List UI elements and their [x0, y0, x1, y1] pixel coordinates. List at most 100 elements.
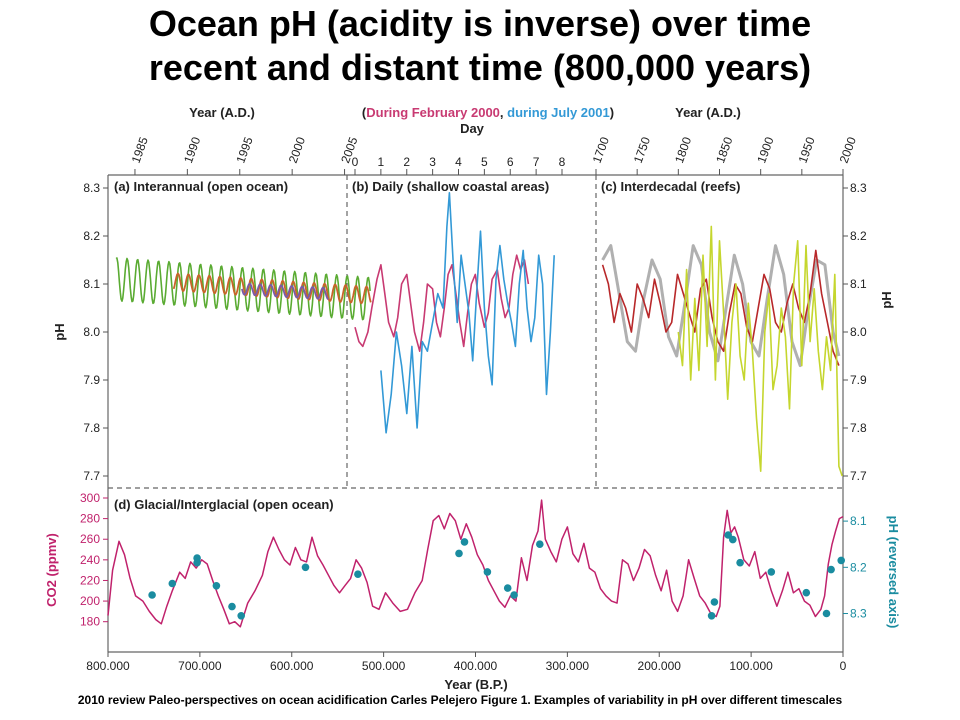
chart-marks: 8.3 8.2 8.1 8.0 7.9 7.8 7.7 8.3 8.2 8.1 8.0 7.9 7.8 7…: [80, 135, 867, 673]
frames: [107, 174, 844, 653]
panel-d-title: (d) Glacial/Interglacial (open ocean): [114, 497, 334, 512]
panel-b-xtick-label-3: 3: [429, 155, 436, 169]
right-ylabel-ph: pH: [879, 291, 894, 308]
panel-d-xtick-label-1: 700.000: [178, 659, 222, 673]
ytick-label-left-3: 8.0: [83, 325, 100, 339]
ph-point-8: [354, 570, 362, 578]
panel-b-xtick-label-0: 0: [352, 155, 359, 169]
panel-a-xtick-label-0: 1985: [129, 135, 151, 165]
panel-d-xtick-label-8: 0: [840, 659, 847, 673]
ytick-label-left-2: 8.1: [83, 277, 100, 291]
ytick-label-left-6: 7.7: [83, 469, 100, 483]
ytick-label-right-2: 8.1: [850, 277, 867, 291]
ytick-label-left-1: 8.2: [83, 229, 100, 243]
slide-title-line1: Ocean pH (acidity is inverse) over time: [148, 3, 812, 44]
ph-point-22: [822, 609, 831, 618]
ph-point-10: [460, 538, 469, 546]
panel-c-xtick-label-1: 1750: [631, 135, 653, 165]
panel-b-xtick-label-8: 8: [559, 155, 566, 169]
ph-reversed-ylabel: pH (reversed axis): [886, 516, 901, 629]
panel-a-xlabel: Year (A.D.): [189, 105, 255, 120]
panel-c-xlabel: Year (A.D.): [675, 105, 741, 120]
panel-b-title: (b) Daily (shallow coastal areas): [352, 179, 549, 194]
panel-b-series-0-line: [354, 254, 530, 353]
panel-c-xtick-label-3: 1850: [713, 135, 735, 165]
co2-ytick-label-0: 300: [80, 491, 100, 505]
subtitle-suffix: ): [610, 105, 614, 120]
panel-d-xtick-label-4: 400.000: [454, 659, 498, 673]
co2-ylabel: CO2 (ppmv): [44, 533, 59, 607]
panel-a-title: (a) Interannual (open ocean): [114, 179, 288, 194]
ph-point-15: [707, 612, 716, 620]
panel-b-xtick-label-4: 4: [455, 155, 462, 169]
subtitle-sep: ,: [500, 105, 507, 120]
co2-ytick-label-6: 180: [80, 615, 100, 629]
panel-a-xtick-label-1: 1990: [181, 135, 203, 165]
panel-a-xtick-label-2: 1995: [233, 135, 255, 165]
ph-point-14: [536, 540, 544, 548]
panel-d-xtick-label-0: 800.000: [86, 659, 130, 673]
ph-point-17: [724, 531, 732, 539]
panel-a-series-2-line: [241, 282, 329, 300]
panel-b-xtick-label-6: 6: [507, 155, 514, 169]
panel-c-series-2-line: [677, 225, 843, 477]
panel-c-xtick-label-5: 1950: [795, 135, 817, 165]
panel-b-subtitle: (During February 2000, during July 2001): [362, 105, 614, 120]
ph-point-20: [767, 568, 776, 576]
ph-reversed-ytick-label-1: 8.2: [850, 560, 867, 574]
panel-b-xtick-label-2: 2: [403, 155, 410, 169]
subtitle-jul: during July 2001: [507, 105, 610, 120]
panel-a-series-0-line: [115, 257, 371, 321]
panel-b-xtick-label-5: 5: [481, 155, 488, 169]
subtitle-prefix: (: [362, 105, 367, 120]
co2-ytick-label-4: 220: [80, 573, 100, 587]
panel-b-series-1-line: [380, 192, 555, 434]
ph-point-21: [802, 588, 811, 597]
panel-a-series-1-line: [172, 272, 372, 305]
ytick-label-right-1: 8.2: [850, 229, 867, 243]
subtitle-feb: During February 2000: [366, 105, 500, 120]
ytick-label-right-5: 7.8: [850, 421, 867, 435]
ph-point-3: [193, 558, 201, 567]
co2-ytick-label-2: 260: [80, 532, 100, 546]
panel-c-xtick-label-4: 1900: [754, 135, 776, 165]
co2-ytick-label-5: 200: [80, 594, 100, 608]
panel-b-xtick-label-1: 1: [378, 155, 385, 169]
co2-line: [107, 499, 844, 628]
panel-c-xtick-label-6: 2000: [837, 135, 859, 165]
ph-point-19: [736, 558, 744, 567]
ph-point-9: [455, 549, 463, 558]
panel-c-xtick-label-2: 1800: [672, 135, 694, 165]
ph-reversed-ytick-label-0: 8.1: [850, 514, 867, 528]
panel-d-xlabel: Year (B.P.): [444, 677, 507, 692]
panel-c-title: (c) Interdecadal (reefs): [601, 179, 740, 194]
ytick-label-left-4: 7.9: [83, 373, 100, 387]
ytick-label-right-4: 7.9: [850, 373, 867, 387]
ph-reversed-ytick-label-2: 8.3: [850, 607, 867, 621]
co2-ytick-label-3: 240: [80, 553, 100, 567]
ph-point-6: [237, 612, 245, 620]
panel-d-xtick-label-3: 500.000: [362, 659, 406, 673]
panel-c-xtick-label-0: 1700: [590, 135, 612, 165]
panel-d-xtick-label-5: 300.000: [546, 659, 590, 673]
ph-point-18: [729, 535, 737, 544]
panel-d-xtick-label-2: 600.000: [270, 659, 314, 673]
ytick-label-right-0: 8.3: [850, 181, 867, 195]
ph-point-13: [510, 591, 518, 599]
panel-b-xtick-label-7: 7: [533, 155, 540, 169]
ph-point-1: [168, 579, 177, 588]
ytick-label-left-5: 7.8: [83, 421, 100, 435]
slide-title-line2: recent and distant time (800,000 years): [148, 47, 812, 88]
ph-point-0: [148, 591, 156, 599]
ytick-label-right-6: 7.7: [850, 469, 867, 483]
figure-caption: 2010 review Paleo-perspectives on ocean …: [77, 693, 843, 707]
ph-point-24: [837, 556, 845, 565]
left-ylabel-ph: pH: [52, 323, 67, 340]
slide-title: Ocean pH (acidity is inverse) over time …: [0, 2, 960, 90]
panel-d-xtick-label-7: 100.000: [729, 659, 773, 673]
ph-point-4: [212, 582, 221, 590]
ph-point-12: [503, 584, 512, 592]
ph-point-11: [483, 568, 492, 576]
ytick-label-left-0: 8.3: [83, 181, 100, 195]
